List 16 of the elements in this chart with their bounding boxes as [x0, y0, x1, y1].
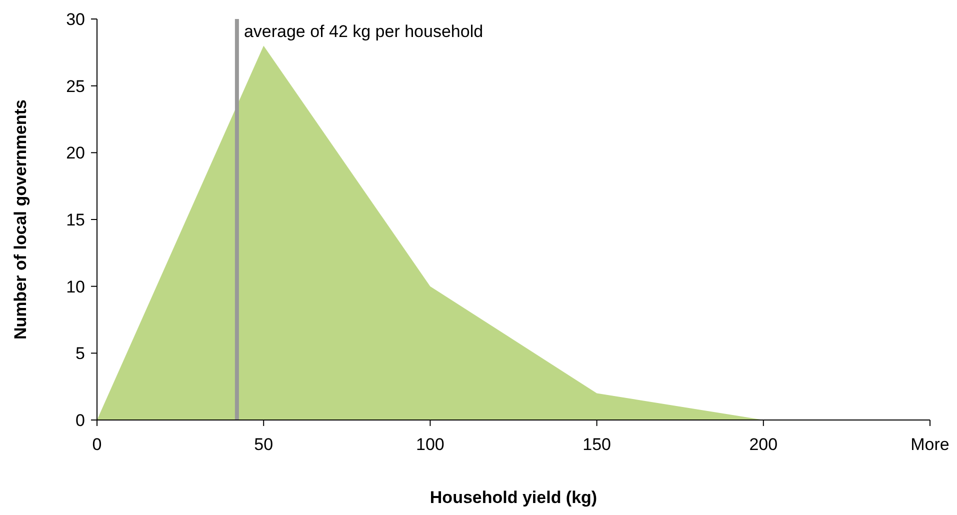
- ref-line-label: average of 42 kg per household: [244, 22, 484, 41]
- y-tick-label: 25: [66, 76, 85, 96]
- x-tick-label: 200: [749, 435, 778, 454]
- y-tick-label: 0: [76, 410, 85, 430]
- y-tick-label: 5: [76, 344, 85, 364]
- y-axis-title: Number of local governments: [11, 100, 30, 340]
- x-tick-label: 150: [582, 435, 611, 454]
- y-tick-label: 15: [66, 210, 85, 230]
- y-tick-label: 10: [66, 277, 85, 296]
- y-tick-label: 30: [66, 10, 85, 29]
- x-tick-label: More: [910, 435, 950, 454]
- x-tick-label: 100: [416, 435, 444, 454]
- y-tick-label: 20: [66, 144, 85, 163]
- x-tick-label: 0: [92, 435, 102, 454]
- x-tick-label: 50: [254, 435, 274, 454]
- x-axis-title: Household yield (kg): [430, 488, 598, 507]
